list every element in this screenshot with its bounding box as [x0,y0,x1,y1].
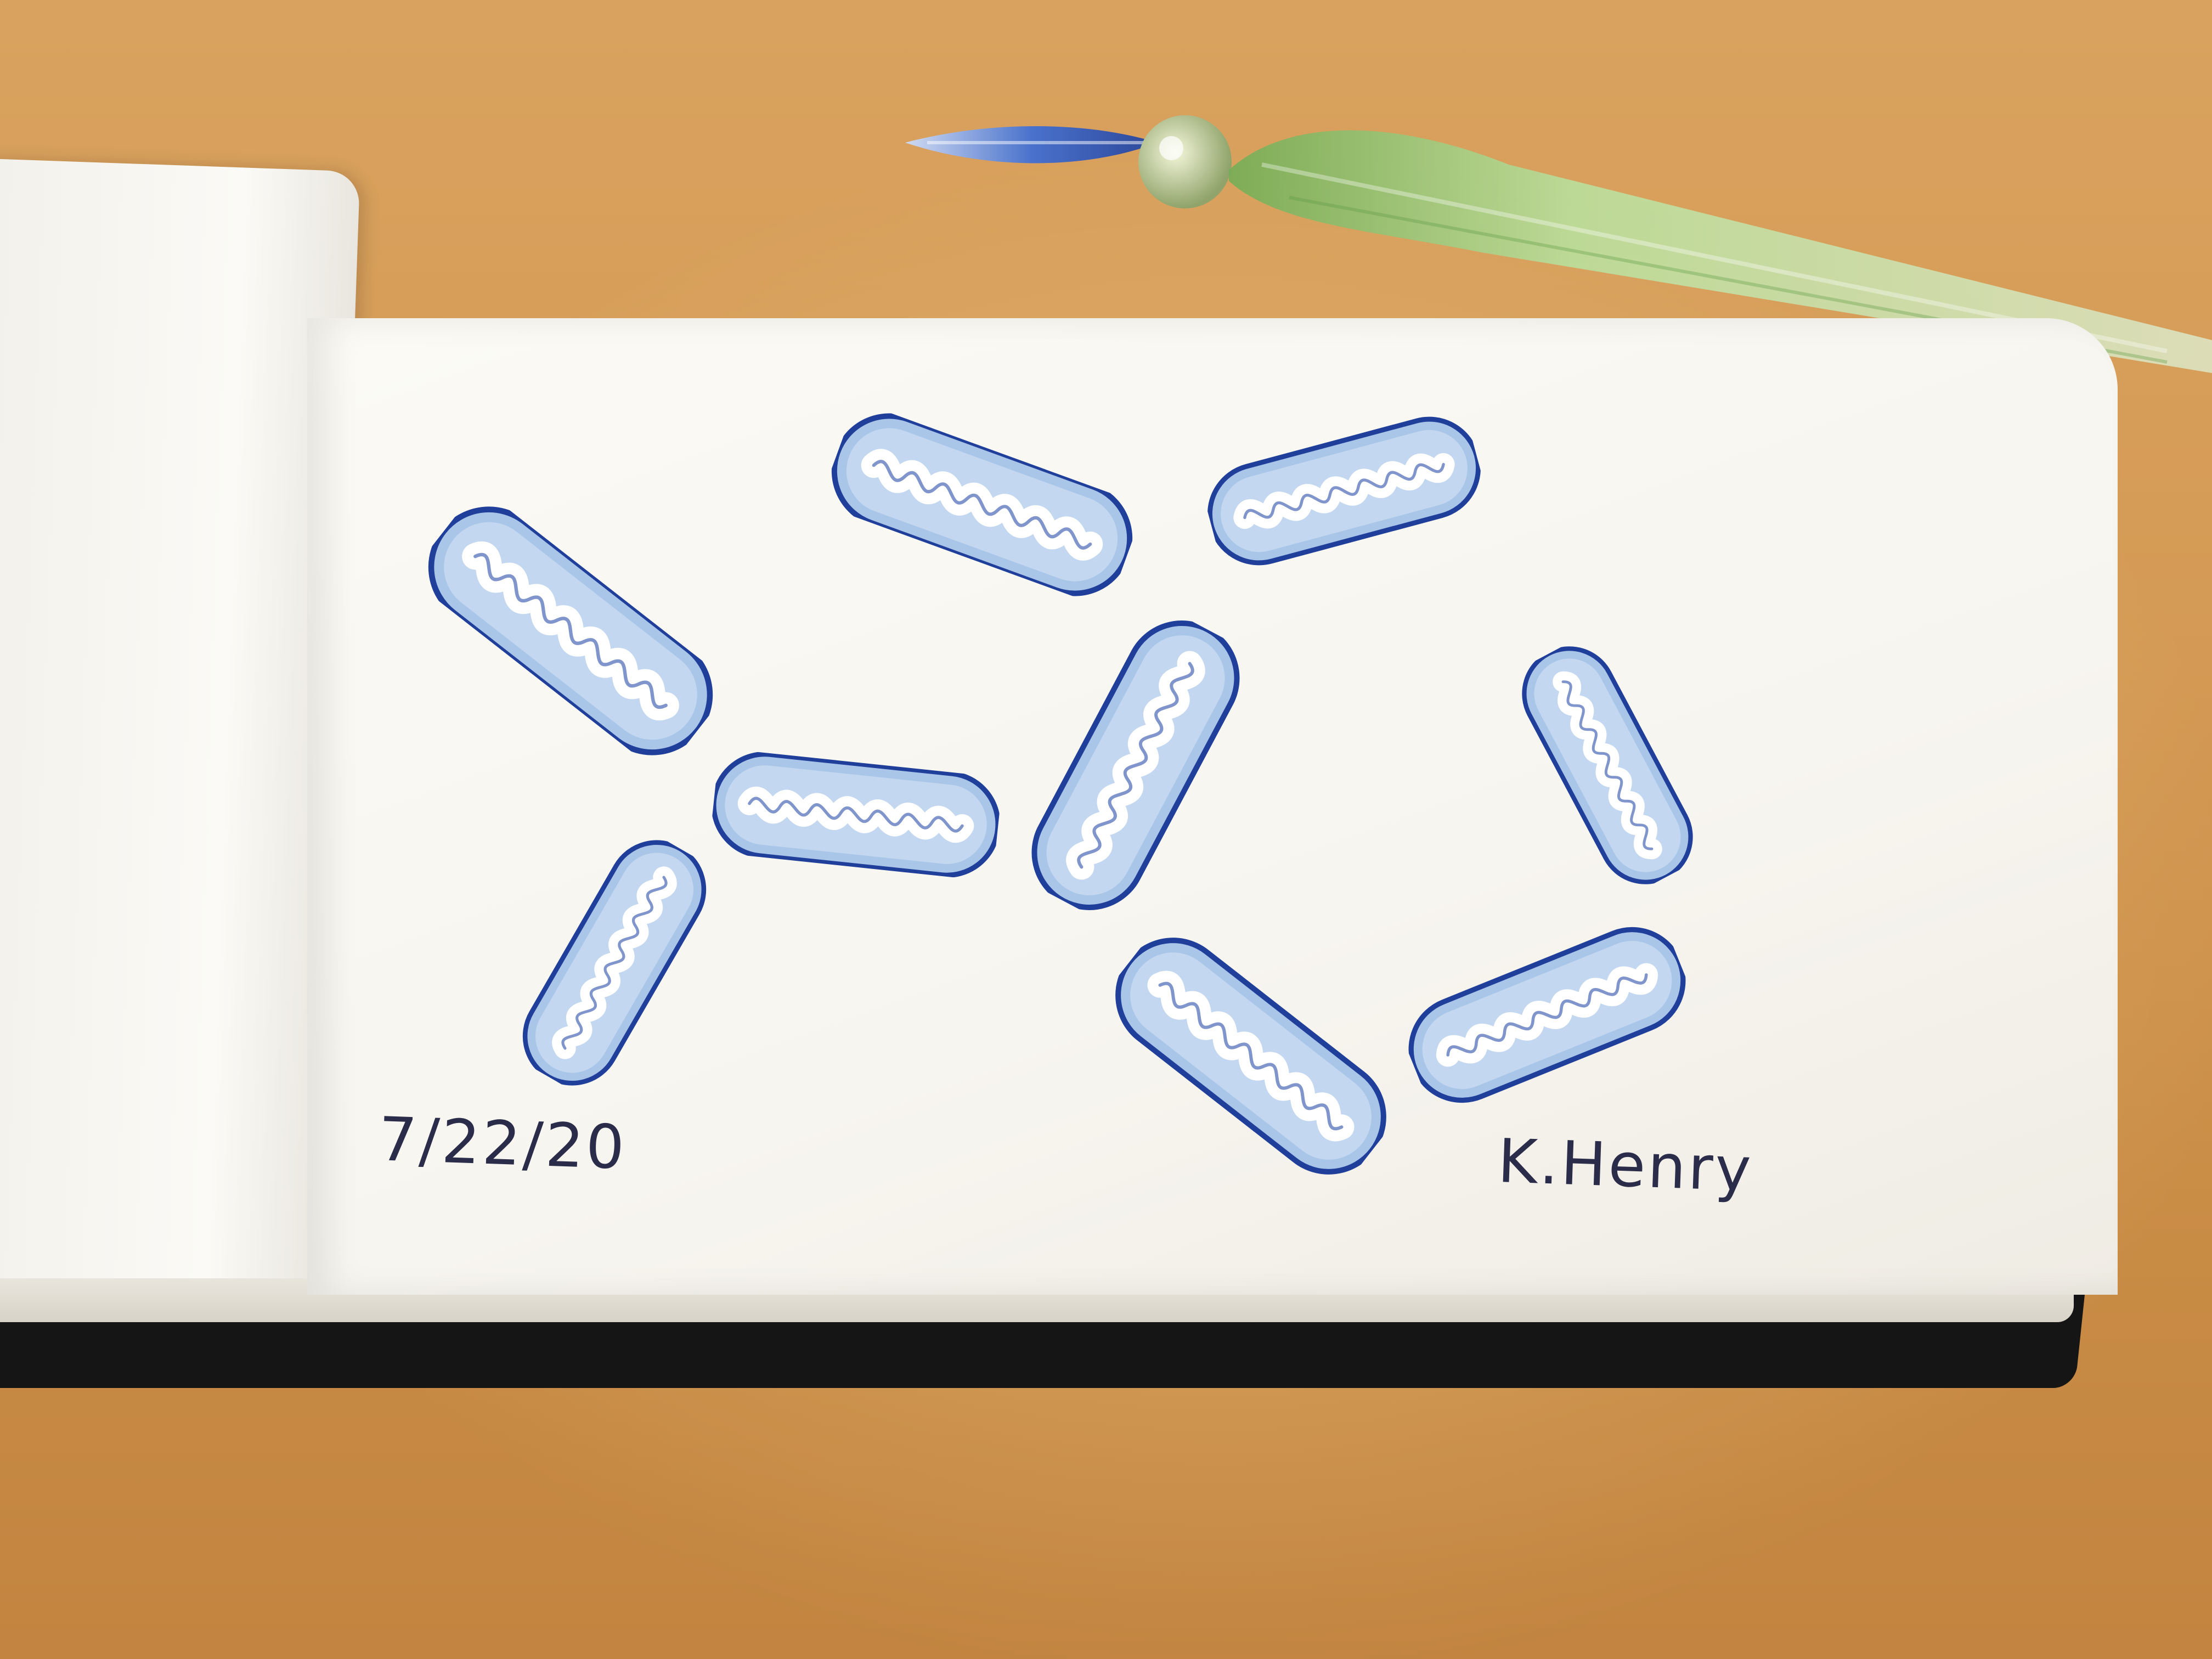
notebook-left-page [0,158,360,1323]
notebook-right-page [307,318,2118,1295]
artist-signature: K.Henry [1496,1125,1754,1205]
drawing-date: 7/22/20 [377,1104,628,1183]
glass-dip-pen-icon [905,115,2212,373]
